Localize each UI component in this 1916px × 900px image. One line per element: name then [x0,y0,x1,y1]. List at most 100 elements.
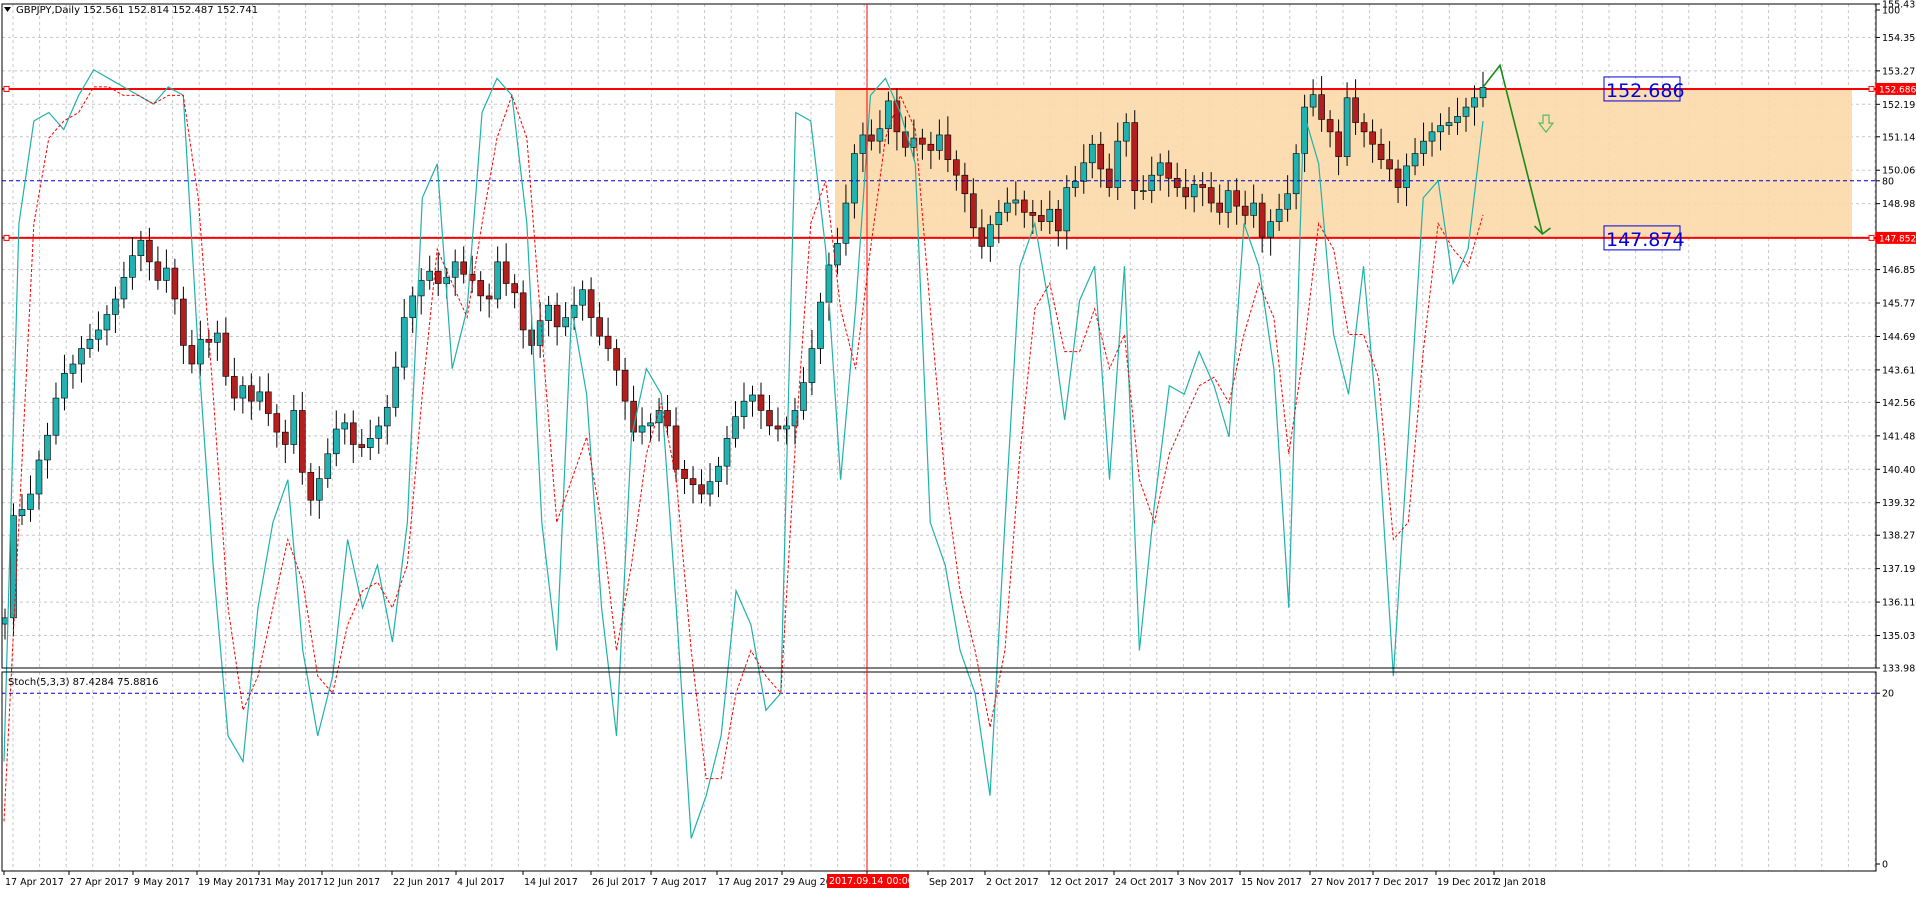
bear-candle [1021,199,1028,213]
bull-candle [536,320,544,346]
bull-candle [120,277,128,300]
level-anchor-handle[interactable] [1868,234,1875,241]
bull-candle [341,422,349,430]
price-tick-label: 150.060 [1882,166,1916,177]
bull-candle [1250,202,1257,216]
price-tick-label: 153.270 [1882,66,1916,77]
bull-candle [35,459,43,495]
bull-candle [655,410,663,424]
price-tick-label: 148.980 [1882,199,1916,210]
bull-candle [1445,122,1453,126]
price-tick-label: 143.610 [1882,365,1916,376]
bull-candle [129,255,136,278]
bull-candle [817,301,824,349]
time-tick-label: 2 Jan 2018 [1495,877,1546,888]
projection-arrowhead-icon [1533,225,1551,236]
bull-candle [859,134,867,154]
bull-candle [1088,143,1096,164]
chart-menu-arrow-icon[interactable] [4,7,11,12]
bull-candle [1267,221,1274,238]
bull-candle [324,453,332,479]
bear-candle [1097,143,1105,170]
price-tick-label: 139.320 [1882,498,1916,509]
bull-candle [1224,190,1232,213]
time-tick-label: 31 May 2017 [260,877,322,888]
price-tick-label: 136.110 [1882,598,1916,609]
bull-candle [936,134,943,151]
bear-candle [180,298,187,346]
stoch-tick-label: 100 [1882,6,1900,17]
bull-candle [315,478,323,501]
bull-candle [783,425,790,430]
resistance-zone [835,88,1852,238]
bull-candle [910,137,918,148]
price-tick-label: 151.140 [1882,132,1916,143]
bear-candle [1258,202,1266,238]
bear-candle [953,159,960,176]
level-value-label: 152.686 [1606,80,1685,102]
bull-candle [1428,131,1436,142]
price-tick-label: 146.850 [1882,265,1916,276]
level-label-box [1603,76,1681,102]
bull-candle [103,314,111,331]
bull-candle [1343,97,1351,157]
bull-candle [1063,187,1071,232]
bear-candle [171,267,179,300]
bull-candle [1122,122,1130,142]
cursor-time-tag [827,874,909,888]
time-tick-label: 19 Dec 2017 [1437,877,1498,888]
bull-candle [1156,162,1164,176]
bull-candle [1114,140,1122,188]
bear-candle [1369,131,1376,145]
projection-path[interactable] [1482,63,1544,235]
level-value-label: 147.874 [1606,229,1685,251]
bull-candle [137,239,145,256]
bear-candle [434,270,442,284]
price-tick-label: 155.430 [1882,0,1916,11]
bear-candle [273,413,281,433]
bull-candle [1148,174,1156,191]
bear-candle [1029,212,1037,216]
bull-candle [1004,202,1011,213]
time-tick-label: 17 Apr 2017 [5,877,64,888]
bull-candle [732,416,739,439]
bull-candle [214,332,221,343]
bear-candle [477,280,484,297]
bull-candle [375,425,383,439]
time-tick-label: 7 Aug 2017 [652,877,707,888]
bull-candle [112,298,119,315]
bull-candle [366,438,374,448]
bear-candle [681,468,688,479]
price-tick-label: 137.190 [1882,564,1916,575]
bear-candle [1199,184,1206,188]
bull-candle [163,267,170,281]
bull-candle [579,289,586,306]
level-anchor-handle[interactable] [3,85,10,92]
bull-candle [995,212,1003,226]
bull-candle [290,410,298,445]
bear-candle [1352,97,1359,123]
bear-candle [553,304,561,328]
bear-candle [1241,205,1249,216]
bull-candle [10,515,17,619]
bear-candle [1182,187,1190,198]
bear-candle [757,394,765,411]
bear-candle [1216,202,1223,213]
bull-candle [1,617,9,625]
bear-candle [604,335,612,349]
symbol-header: GBPJPY,Daily 152.561 152.814 152.487 152… [16,5,258,16]
stoch-tick-label: 0 [1882,860,1888,871]
bull-candle [256,391,264,402]
bull-candle [494,261,501,300]
bear-candle [222,332,230,377]
time-tick-label: 17 Aug 2017 [718,877,779,888]
bear-candle [485,295,493,300]
bull-candle [749,394,756,402]
level-anchor-handle[interactable] [1868,85,1875,92]
bull-candle [740,400,748,417]
down-arrow-icon [1537,114,1555,134]
level-anchor-handle[interactable] [3,234,10,241]
price-tick-label: 144.690 [1882,332,1916,343]
